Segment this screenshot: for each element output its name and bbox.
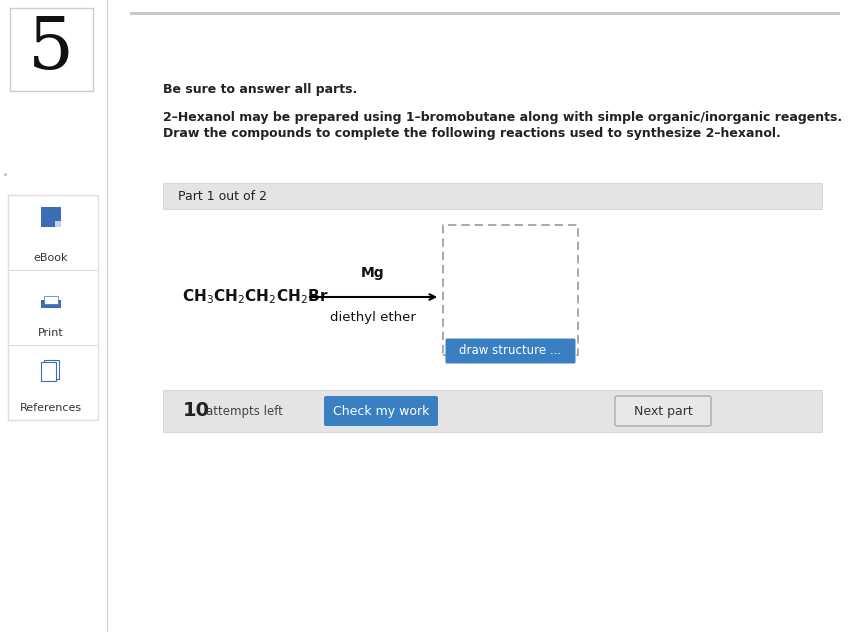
Bar (130, 12, 840, 15)
Text: eBook: eBook (34, 253, 68, 263)
Text: •: • (3, 171, 8, 179)
Bar (443, 225, 578, 355)
Bar (0, 0, 107, 632)
Bar (55, 221, 61, 227)
Text: CH$_3$CH$_2$CH$_2$CH$_2$Br: CH$_3$CH$_2$CH$_2$CH$_2$Br (182, 288, 329, 307)
Text: Check my work: Check my work (333, 404, 430, 418)
FancyBboxPatch shape (324, 396, 438, 426)
Bar (163, 390, 822, 432)
Bar (44, 310, 58, 316)
Text: Draw the compounds to complete the following reactions used to synthesize 2–hexa: Draw the compounds to complete the follo… (163, 126, 781, 140)
Bar (41, 300, 61, 308)
Text: Next part: Next part (633, 404, 693, 418)
Text: References: References (20, 403, 82, 413)
Text: 10: 10 (183, 401, 210, 420)
Text: attempts left: attempts left (206, 404, 283, 418)
Text: Mg: Mg (361, 266, 385, 280)
Bar (8, 195, 98, 420)
Bar (107, 0, 849, 632)
Bar (44, 360, 59, 379)
Bar (163, 183, 822, 209)
Bar (41, 362, 56, 381)
Text: 5: 5 (28, 14, 74, 84)
Text: Be sure to answer all parts.: Be sure to answer all parts. (163, 83, 357, 97)
Text: draw structure ...: draw structure ... (459, 344, 561, 358)
Text: diethyl ether: diethyl ether (330, 312, 416, 324)
FancyBboxPatch shape (446, 339, 576, 363)
Bar (10, 8, 93, 91)
Text: Part 1 out of 2: Part 1 out of 2 (178, 190, 267, 202)
Bar (41, 207, 61, 227)
Text: 2–Hexanol may be prepared using 1–bromobutane along with simple organic/inorgani: 2–Hexanol may be prepared using 1–bromob… (163, 111, 842, 125)
Bar (44, 296, 58, 304)
FancyBboxPatch shape (615, 396, 711, 426)
Text: Print: Print (38, 328, 64, 338)
